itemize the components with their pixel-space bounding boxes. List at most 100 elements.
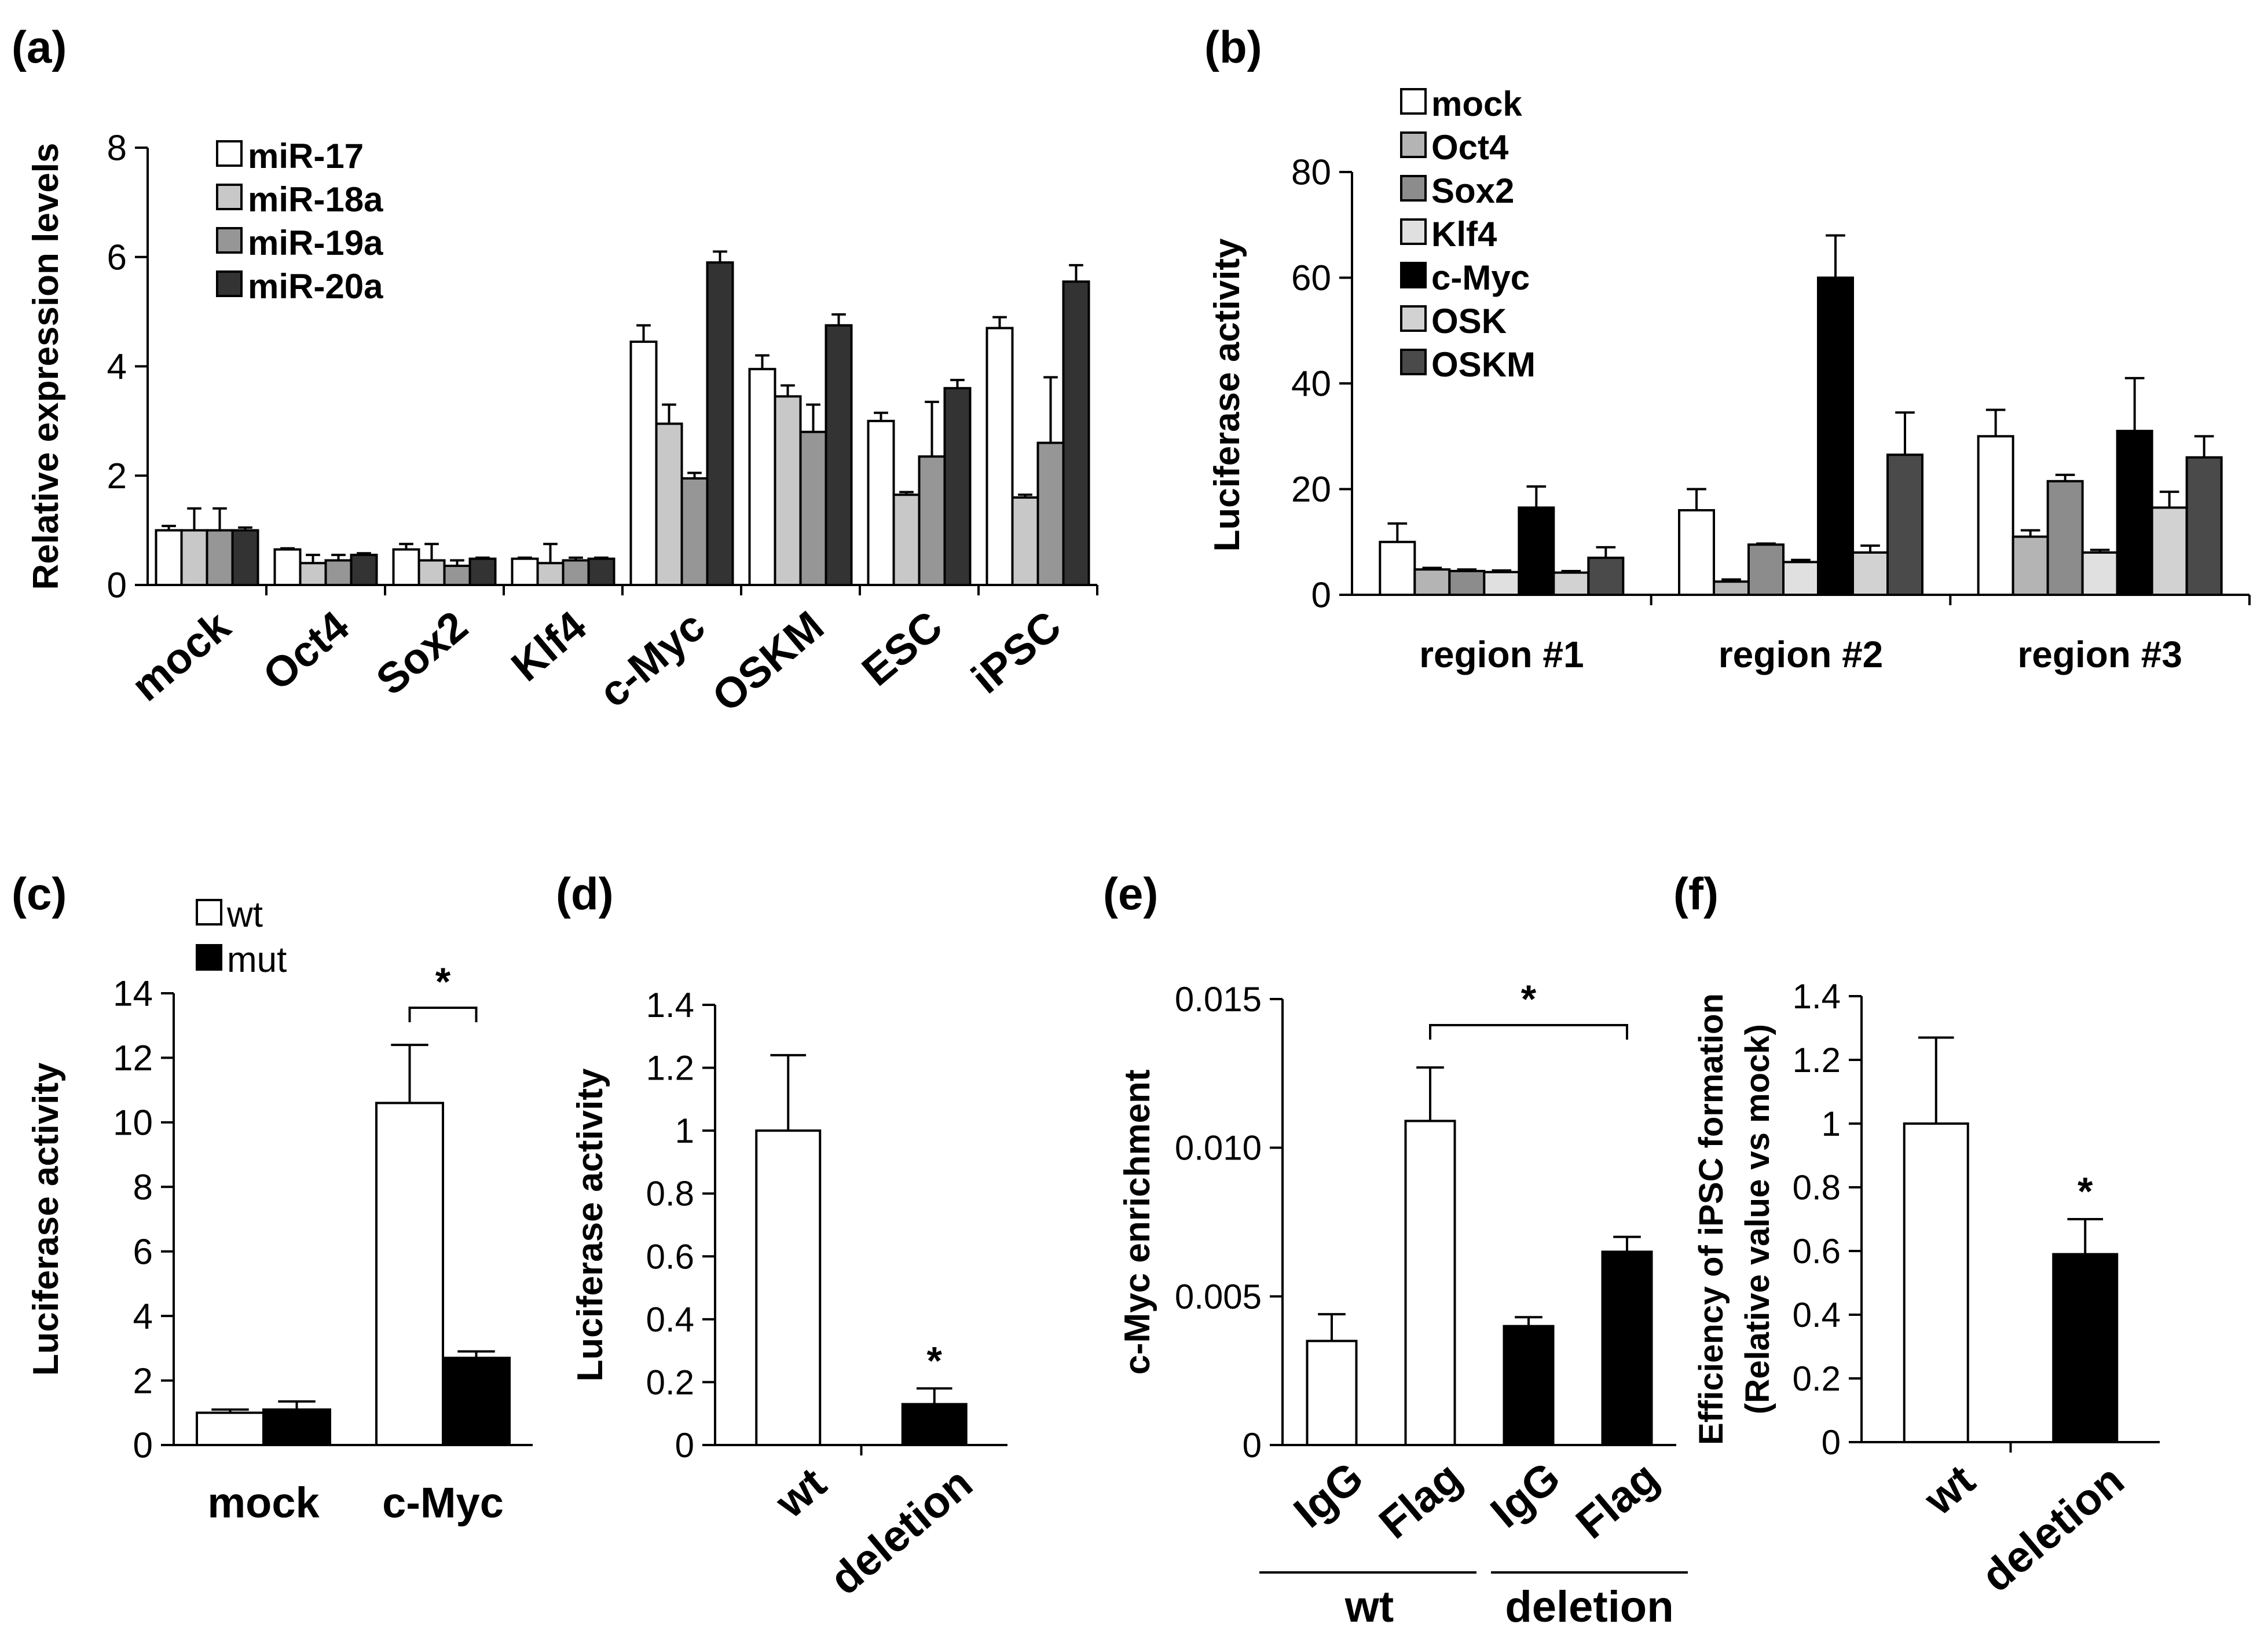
bar	[392, 548, 420, 586]
bar	[901, 1403, 968, 1446]
panel-label-d: (d)	[556, 868, 614, 919]
y-tick-label: 0.010	[1175, 1129, 1262, 1168]
y-tick-label: 4	[107, 347, 127, 387]
y-axis-label: Luciferase activity	[1207, 238, 1247, 552]
bar	[2046, 480, 2084, 596]
x-tick-label: region #2	[1719, 634, 1884, 675]
bar	[196, 1411, 265, 1446]
legend-swatch	[216, 270, 243, 297]
y-tick-label: 1.4	[1793, 977, 1841, 1016]
bar	[1782, 561, 1819, 596]
bar	[443, 564, 471, 586]
significance-star: *	[1521, 977, 1537, 1021]
y-tick-label: 0.015	[1175, 980, 1262, 1019]
x-tick-label: wt	[1915, 1455, 1984, 1525]
legend-swatch	[216, 140, 243, 167]
bar	[1886, 453, 1923, 596]
chart-d: 0 0.2 0.4 0.6 0.8 1 1.2 1.4 Luciferase activity w…	[570, 986, 1007, 1604]
bar	[1747, 543, 1785, 596]
x-tick-label: IgG	[1285, 1453, 1373, 1538]
bar	[375, 1102, 444, 1446]
legend-swatch	[1400, 262, 1427, 288]
panel-label-b: (b)	[1204, 21, 1262, 72]
bar	[299, 562, 327, 586]
y-tick-label: 6	[133, 1232, 153, 1272]
y-tick-label: 0.6	[1793, 1232, 1841, 1271]
legend-label: OSK	[1431, 302, 1507, 341]
legend-swatch	[1400, 305, 1427, 332]
legend-label: miR-18a	[248, 180, 383, 219]
chart-a: 0 2 4 6 8 Relative expression levels mock Oct4 S…	[26, 129, 1098, 721]
bar	[1552, 571, 1590, 596]
significance-star: *	[2078, 1169, 2093, 1213]
bar	[417, 559, 446, 586]
chart-c: 0 2 4 6 8 10 12 14 Luciferase activity mock c-Myc *…	[26, 895, 533, 1527]
y-tick-label: 0.4	[646, 1300, 694, 1339]
bar	[1601, 1250, 1653, 1446]
panel-label-a: (a)	[12, 21, 67, 72]
y-tick-label: 0	[675, 1426, 694, 1465]
x-tick-label: region #3	[2017, 634, 2182, 675]
legend-swatch	[1400, 349, 1427, 375]
y-tick-label: 8	[133, 1168, 153, 1208]
y-tick-label: 12	[113, 1038, 153, 1078]
y-tick-label: 0.8	[646, 1175, 694, 1213]
y-tick-label: 0.6	[646, 1237, 694, 1276]
bar	[799, 430, 827, 586]
bar	[1448, 569, 1486, 596]
x-tick-label: c-Myc	[382, 1479, 504, 1527]
group-label: deletion	[1505, 1582, 1673, 1632]
legend-swatch	[216, 184, 243, 210]
bar	[262, 1408, 331, 1447]
y-tick-label: 1.4	[646, 986, 694, 1025]
bar	[629, 341, 658, 586]
bar	[2052, 1253, 2119, 1443]
bar	[774, 395, 802, 586]
bar	[155, 529, 183, 586]
x-tick-label: Oct4	[254, 602, 358, 700]
bar	[231, 529, 259, 586]
y-tick-label: 8	[107, 129, 127, 169]
bar	[511, 557, 539, 587]
legend-label: miR-19a	[248, 224, 383, 262]
bar	[1903, 1122, 1969, 1443]
y-tick-label: 0.2	[646, 1363, 694, 1402]
bar	[180, 529, 208, 586]
significance-star: *	[927, 1338, 943, 1382]
legend-label: miR-17	[248, 137, 364, 175]
x-tick-label: deletion	[1972, 1455, 2133, 1601]
bar	[2116, 430, 2153, 596]
y-tick-label: 1.2	[1793, 1041, 1841, 1080]
panel-label-f: (f)	[1673, 868, 1719, 919]
y-tick-label: 0.8	[1793, 1168, 1841, 1207]
bar	[985, 327, 1014, 586]
y-tick-label: 20	[1291, 470, 1331, 510]
x-tick-label: Flag	[1567, 1453, 1668, 1549]
panel-label-e: (e)	[1103, 868, 1158, 919]
bar	[1587, 557, 1625, 596]
x-tick-label: iPSC	[962, 602, 1070, 703]
bar	[587, 557, 615, 587]
legend-label: miR-20a	[248, 267, 383, 306]
bar	[1306, 1340, 1358, 1446]
x-tick-label: region #1	[1419, 634, 1584, 675]
bar	[2185, 456, 2223, 596]
legend-swatch	[196, 899, 222, 926]
bar	[324, 559, 353, 586]
x-tick-label: wt	[766, 1458, 836, 1528]
bar	[1036, 441, 1065, 586]
y-tick-label: 1	[1822, 1104, 1841, 1143]
chart-f: 0 0.2 0.4 0.6 0.8 1 1.2 1.4 Efficiency of iPSC f…	[1692, 977, 2160, 1601]
y-axis-label: Luciferase activity	[26, 1062, 66, 1376]
y-axis-label: Efficiency of iPSC formation	[1692, 993, 1730, 1445]
y-tick-label: 0.4	[1793, 1296, 1841, 1334]
bar	[1713, 580, 1750, 596]
y-tick-label: 10	[113, 1103, 153, 1143]
legend-label: mut	[227, 940, 287, 980]
y-tick-label: 2	[107, 456, 127, 496]
bar	[1977, 435, 2014, 596]
bar	[468, 557, 497, 587]
y-tick-label: 0	[133, 1426, 153, 1466]
bar	[892, 493, 921, 586]
